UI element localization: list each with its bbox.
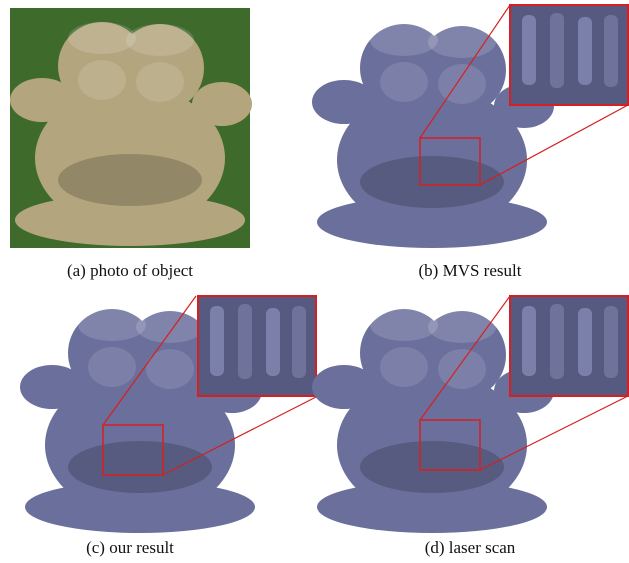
panel-c: (c) our result: [20, 296, 318, 557]
panel-b: (b) MVS result: [312, 5, 628, 280]
panel-d: (d) laser scan: [312, 296, 628, 557]
caption: (c) our result: [86, 538, 174, 557]
caption: (a) photo of object: [67, 261, 193, 280]
panel-a: (a) photo of object: [10, 8, 252, 280]
figure: (a) photo of object (b) MVS result (c) o…: [0, 0, 629, 563]
caption: (b) MVS result: [419, 261, 522, 280]
caption: (d) laser scan: [425, 538, 516, 557]
